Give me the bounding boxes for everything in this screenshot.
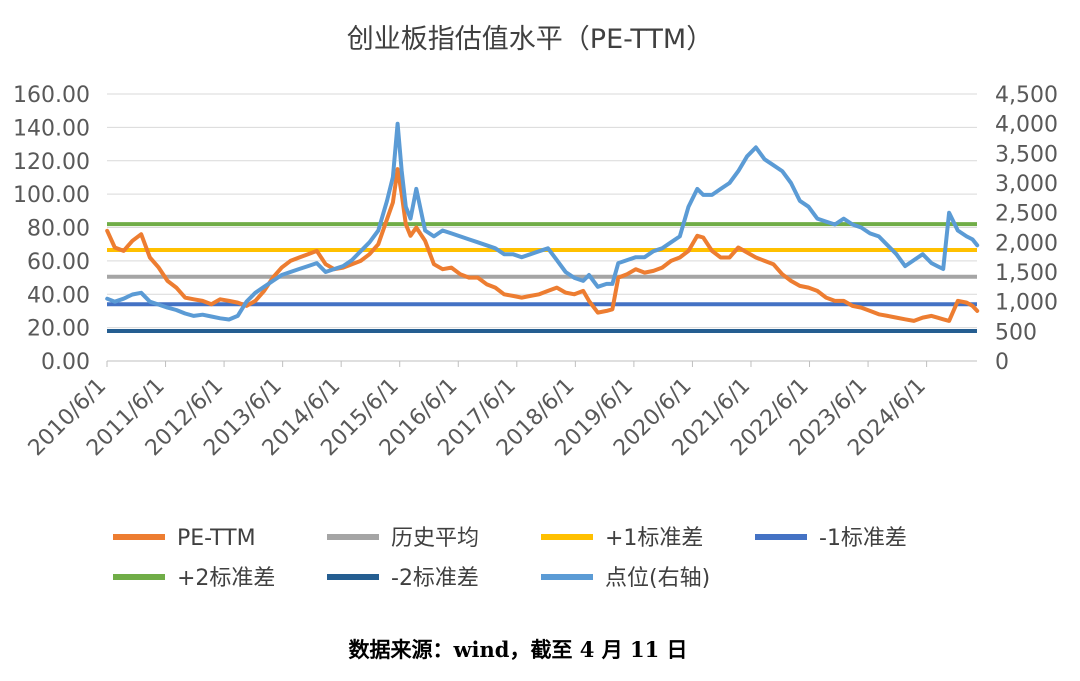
legend-item: -1标准差 [755, 526, 907, 551]
left-tick-label: 100.00 [13, 183, 90, 208]
right-tick-label: 1,500 [995, 261, 1058, 286]
right-tick-label: 2,500 [995, 202, 1058, 227]
x-axis: 2010/6/12011/6/12012/6/12013/6/12014/6/1… [24, 360, 977, 461]
legend-item: +1标准差 [541, 526, 703, 551]
left-tick-label: 0.00 [41, 350, 90, 375]
legend-item: -2标准差 [327, 566, 479, 591]
right-tick-label: 4,000 [995, 113, 1058, 138]
legend-label: PE-TTM [177, 526, 256, 551]
left-tick-label: 160.00 [13, 83, 90, 108]
series-line [105, 167, 980, 323]
legend-label: 点位(右轴) [605, 566, 710, 591]
legend-label: +2标准差 [177, 566, 275, 591]
right-tick-label: 1,000 [995, 291, 1058, 316]
series-line [105, 121, 980, 322]
legend-label: +1标准差 [605, 526, 703, 551]
left-tick-label: 60.00 [27, 250, 90, 275]
legend-item: 点位(右轴) [541, 566, 710, 591]
right-tick-label: 3,500 [995, 142, 1058, 167]
left-tick-label: 140.00 [13, 116, 90, 141]
legend-item: PE-TTM [113, 526, 256, 551]
left-tick-label: 20.00 [27, 317, 90, 342]
series-lines [105, 121, 980, 323]
right-tick-label: 4,500 [995, 83, 1058, 108]
legend: PE-TTM 历史平均 +1标准差 -1标准差 +2标准差 -2标准差 点位(右轴) [113, 526, 907, 591]
legend-label: -1标准差 [819, 526, 907, 551]
left-tick-label: 40.00 [27, 283, 90, 308]
right-tick-label: 500 [995, 320, 1037, 345]
right-tick-label: 2,000 [995, 231, 1058, 256]
right-tick-label: 3,000 [995, 172, 1058, 197]
source-note: 数据来源：wind，截至 4 月 11 日 [348, 637, 687, 662]
legend-item: 历史平均 [327, 526, 479, 551]
legend-label: -2标准差 [391, 566, 479, 591]
right-tick-label: 0 [995, 350, 1009, 375]
left-tick-label: 120.00 [13, 150, 90, 175]
legend-label: 历史平均 [391, 526, 479, 551]
chart-title: 创业板指估值水平（PE-TTM） [347, 24, 713, 55]
right-axis: 0 500 1,000 1,500 2,000 2,500 3,000 3,500 4,000 4… [995, 83, 1058, 375]
left-tick-label: 80.00 [27, 217, 90, 242]
left-axis: 0.00 20.00 40.00 60.00 80.00 100.00 120.00 140.… [13, 83, 90, 375]
legend-item: +2标准差 [113, 566, 275, 591]
